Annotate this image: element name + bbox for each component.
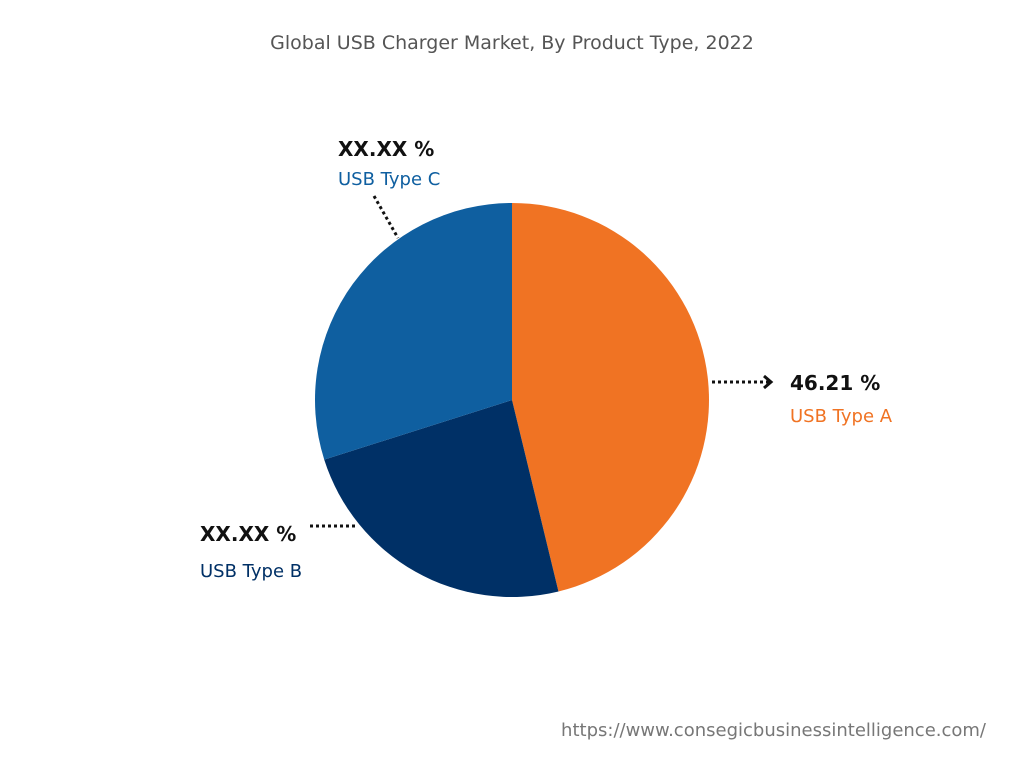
- pie-slice-usb-type-c: [314, 202, 512, 460]
- source-url: https://www.consegicbusinessintelligence…: [561, 720, 986, 741]
- leader-line: [372, 195, 400, 239]
- arrow-head-icon: [763, 374, 774, 390]
- slice-b-value: XX.XX %: [200, 522, 297, 546]
- slice-c-value: XX.XX %: [338, 137, 435, 161]
- pie-slice-usb-type-b: [324, 400, 559, 597]
- slice-a-name: USB Type A: [790, 406, 893, 427]
- slice-a-value: 46.21 %: [790, 371, 881, 395]
- pie-slice-usb-type-a: [512, 203, 709, 592]
- slice-b-name: USB Type B: [200, 561, 303, 582]
- slice-c-name: USB Type C: [338, 169, 441, 190]
- chart-title: Global USB Charger Market, By Product Ty…: [270, 32, 754, 54]
